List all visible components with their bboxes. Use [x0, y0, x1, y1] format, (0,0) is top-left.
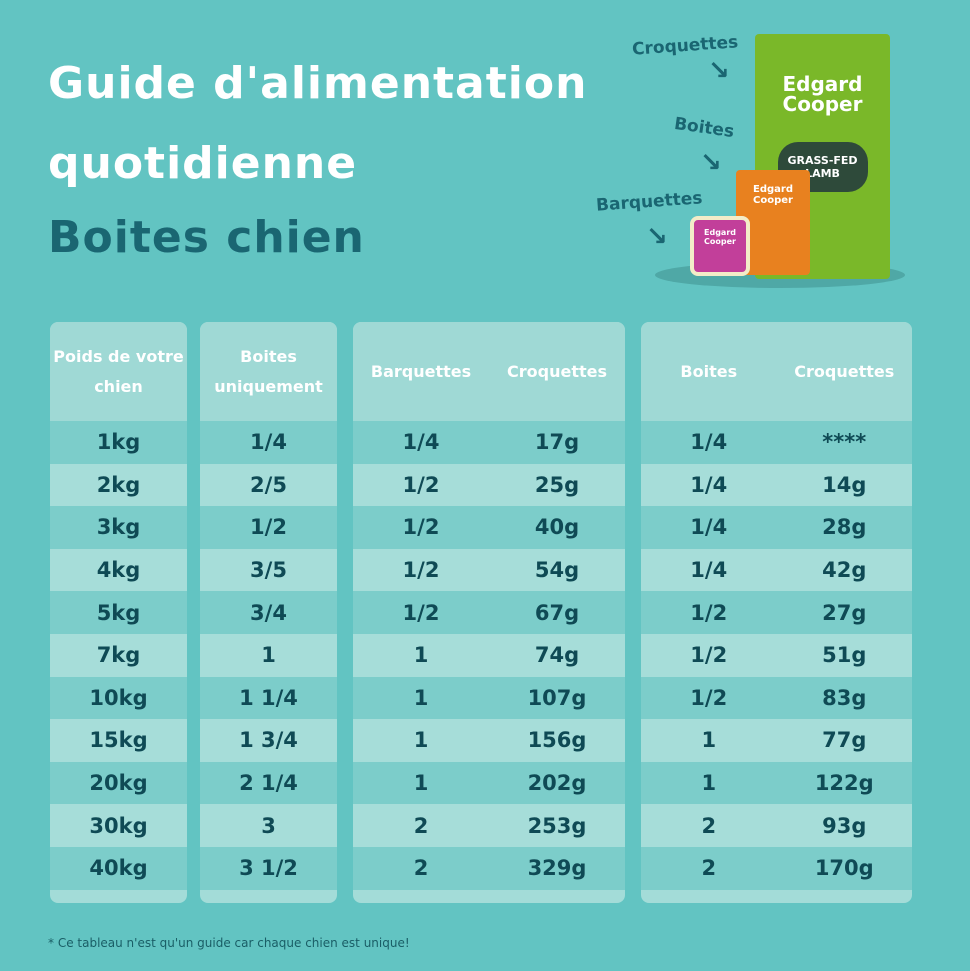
table-cell: 20kg	[50, 761, 187, 805]
table-cell: 3/5	[200, 548, 337, 592]
bag-label: GRASS-FED LAMB	[777, 142, 868, 192]
table-cell: 1/4	[641, 548, 777, 592]
table-cell: 1 3/4	[200, 719, 337, 762]
label-barquettes: Barquettes	[595, 188, 704, 216]
table-group-barquettes-croquettes: Barquettes 1/4 1/2 1/2 1/2 1/2 1 1 1 1 2 2 Croquett…	[353, 322, 625, 903]
table-cell: 2	[641, 846, 777, 890]
table-cell: 40g	[489, 506, 625, 549]
table-cell: 1/4	[641, 506, 777, 549]
table-cell: 2	[641, 804, 777, 847]
header-croquettes: Croquettes	[489, 322, 625, 421]
table-cell: 67g	[489, 591, 625, 634]
table-cell: 1	[353, 633, 489, 677]
page-subtitle: Boites chien	[48, 212, 365, 263]
arrow-icon: ↘	[700, 148, 722, 178]
table-cell: 2	[353, 846, 489, 890]
table-group-weight: Poids de votre chien 1kg 2kg 3kg 4kg 5kg 7kg 10…	[50, 322, 187, 903]
table-cell: 1/2	[641, 676, 777, 720]
table-cell: 2kg	[50, 463, 187, 507]
table-cell: 329g	[489, 846, 625, 890]
table-cell: 1	[641, 761, 777, 805]
table-cell: 28g	[776, 506, 912, 549]
table-cell: 2/5	[200, 463, 337, 507]
header-barquettes: Barquettes	[353, 322, 489, 421]
table-cell: 170g	[776, 846, 912, 890]
table-cell: 42g	[776, 548, 912, 592]
table-cell: 2	[353, 804, 489, 847]
table-cell: 3	[200, 804, 337, 847]
footnote: * Ce tableau n'est qu'un guide car chaqu…	[48, 936, 410, 950]
table-cell: 7kg	[50, 633, 187, 677]
can-logo: Edgard Cooper	[753, 184, 793, 206]
table-cell: 40kg	[50, 846, 187, 890]
table-cell: 1/4	[200, 421, 337, 464]
table-cell: 2 1/4	[200, 761, 337, 805]
header-boites: Boites	[641, 322, 777, 421]
table-cell: 1/4	[641, 463, 777, 507]
table-cell: 122g	[776, 761, 912, 805]
table-cell: 1/4	[353, 421, 489, 464]
table-cell: 107g	[489, 676, 625, 720]
table-cell: 14g	[776, 463, 912, 507]
table-cell: 51g	[776, 633, 912, 677]
arrow-icon: ↘	[708, 56, 730, 86]
table-cell: 25g	[489, 463, 625, 507]
table-cell: 4kg	[50, 548, 187, 592]
table-cell: 17g	[489, 421, 625, 464]
table-cell: 3 1/2	[200, 846, 337, 890]
table-cell: 15kg	[50, 719, 187, 762]
page-title-line1: Guide d'alimentation	[48, 58, 588, 109]
table-cell: 54g	[489, 548, 625, 592]
table-cell: 1	[353, 761, 489, 805]
table-cell: 1/2	[353, 463, 489, 507]
table-cell: 202g	[489, 761, 625, 805]
table-cell: 5kg	[50, 591, 187, 634]
table-cell: 77g	[776, 719, 912, 762]
header-weight: Poids de votre chien	[50, 322, 187, 421]
label-boites: Boites	[672, 113, 736, 143]
table-cell: 10kg	[50, 676, 187, 720]
table-cell: 83g	[776, 676, 912, 720]
table-cell: 156g	[489, 719, 625, 762]
table-cell: 1/2	[641, 591, 777, 634]
table-cell: ****	[776, 421, 912, 464]
table-cell: 1/4	[641, 421, 777, 464]
table-cell: 27g	[776, 591, 912, 634]
table-cell: 1 1/4	[200, 676, 337, 720]
table-cell: 74g	[489, 633, 625, 677]
table-cell: 93g	[776, 804, 912, 847]
table-cell: 1/2	[200, 506, 337, 549]
table-cell: 3/4	[200, 591, 337, 634]
table-group-boites-croquettes: Boites 1/4 1/4 1/4 1/4 1/2 1/2 1/2 1 1 2 2 Croquett…	[641, 322, 912, 903]
table-cell: 1	[353, 719, 489, 762]
table-group-boites-only: Boites uniquement 1/4 2/5 1/2 3/5 3/4 1 1 1/4 1 …	[200, 322, 337, 903]
table-cell: 253g	[489, 804, 625, 847]
page-title-line2: quotidienne	[48, 138, 358, 189]
table-cell: 1	[353, 676, 489, 720]
tray: Edgard Cooper	[690, 216, 750, 276]
header-croquettes: Croquettes	[776, 322, 912, 421]
table-cell: 30kg	[50, 804, 187, 847]
table-cell: 1/2	[353, 548, 489, 592]
table-cell: 1/2	[353, 506, 489, 549]
tray-logo: Edgard Cooper	[704, 228, 736, 246]
arrow-icon: ↘	[646, 222, 668, 252]
header-boites-only: Boites uniquement	[200, 322, 337, 421]
table-cell: 1/2	[353, 591, 489, 634]
table-cell: 1	[641, 719, 777, 762]
table-cell: 3kg	[50, 506, 187, 549]
brand-logo: Edgard Cooper	[782, 72, 863, 116]
table-cell: 1kg	[50, 421, 187, 464]
table-cell: 1	[200, 633, 337, 677]
table-cell: 1/2	[641, 633, 777, 677]
